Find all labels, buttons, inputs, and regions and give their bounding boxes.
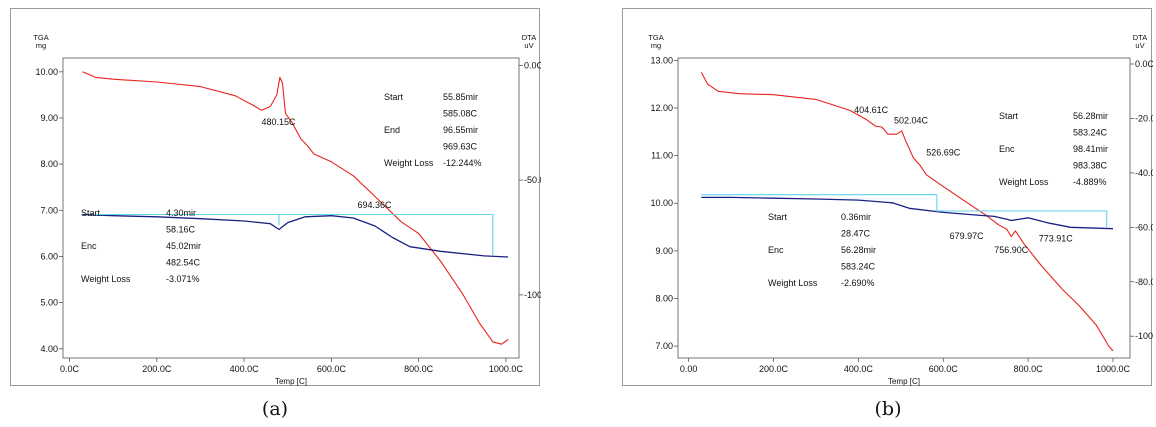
left-tick-label: 12.00 bbox=[650, 103, 673, 113]
plot-frame bbox=[677, 57, 1131, 359]
param-label: Weight Loss bbox=[768, 278, 818, 288]
param-label: Enc bbox=[999, 144, 1015, 154]
right-tick-label: -50.0C bbox=[524, 175, 541, 185]
right-tick-label: -20.0C bbox=[1135, 113, 1153, 123]
left-tick-label: 8.00 bbox=[655, 293, 673, 303]
param-value: 55.85mir bbox=[443, 92, 478, 102]
right-tick-label: -80.0C bbox=[1135, 277, 1153, 287]
param-value: 98.41mir bbox=[1073, 144, 1108, 154]
tga-curve bbox=[700, 72, 1114, 352]
param-label: Weight Loss bbox=[81, 274, 131, 284]
left-tick-label: 5.00 bbox=[40, 298, 58, 308]
param-value: -2.690% bbox=[841, 278, 875, 288]
param-label: End bbox=[384, 125, 400, 135]
param-value: 585.08C bbox=[443, 109, 478, 119]
left-axis-unit: mg bbox=[651, 41, 661, 50]
peak-annotation: 526.69C bbox=[926, 148, 961, 158]
left-axis-title: TGA bbox=[33, 33, 48, 42]
param-value: 583.24C bbox=[1073, 128, 1108, 138]
param-label: Enc bbox=[768, 245, 784, 255]
chart-panel-a: TGA mg 10.00 9.00 8.00 7.00 6.00 5.00 4.00 DTA uV 0… bbox=[10, 8, 541, 386]
param-value: -12.244% bbox=[443, 158, 482, 168]
left-tick-label: 8.00 bbox=[40, 159, 58, 169]
tga-curve bbox=[82, 71, 509, 345]
right-axis-title: DTA bbox=[1133, 33, 1147, 42]
left-tick-label: 4.00 bbox=[40, 344, 58, 354]
param-label: Start bbox=[81, 208, 101, 218]
peak-annotation: 679.97C bbox=[950, 231, 985, 241]
left-tick-label: 7.00 bbox=[655, 341, 673, 351]
right-axis-unit: uV bbox=[1135, 41, 1144, 50]
x-tick-label: 1000.0C bbox=[1096, 364, 1131, 374]
caption-a: (a) bbox=[261, 398, 289, 420]
x-tick-label: 0.00 bbox=[680, 364, 698, 374]
param-value: 482.54C bbox=[166, 258, 201, 268]
right-tick-label: 0.0C bbox=[524, 60, 541, 70]
dta-curve bbox=[82, 213, 509, 258]
x-axis-label: Temp [C] bbox=[275, 377, 307, 386]
param-value: 56.28mir bbox=[1073, 111, 1108, 121]
right-axis-title: DTA bbox=[522, 33, 536, 42]
chart-panel-b: TGA mg 13.00 12.00 11.00 10.00 9.00 8.00 7.00 DTA… bbox=[622, 8, 1153, 386]
right-tick-label: -40.0C bbox=[1135, 168, 1153, 178]
left-tick-label: 7.00 bbox=[40, 205, 58, 215]
right-tick-label: -100.0C bbox=[1135, 331, 1153, 341]
param-value: -4.889% bbox=[1073, 177, 1107, 187]
left-axis-title: TGA bbox=[648, 33, 663, 42]
param-value: 96.55mir bbox=[443, 125, 478, 135]
x-tick-label: 800.0C bbox=[404, 364, 434, 374]
param-value: 28.47C bbox=[841, 229, 871, 239]
x-tick-label: 600.0C bbox=[317, 364, 347, 374]
param-label: Weight Loss bbox=[384, 158, 434, 168]
left-tick-label: 9.00 bbox=[655, 246, 673, 256]
x-tick-label: 200.0C bbox=[759, 364, 789, 374]
x-tick-label: 400.0C bbox=[230, 364, 260, 374]
plot-frame bbox=[62, 57, 520, 359]
peak-annotation: 773.91C bbox=[1039, 233, 1074, 243]
peak-annotation: 480.15C bbox=[262, 117, 297, 127]
param-value: 45.02mir bbox=[166, 241, 201, 251]
param-label: Start bbox=[384, 92, 404, 102]
param-value: 58.16C bbox=[166, 225, 196, 235]
peak-annotation: 756.90C bbox=[994, 245, 1029, 255]
caption-b: (b) bbox=[874, 398, 902, 420]
left-tick-label: 10.00 bbox=[35, 67, 58, 77]
right-tick-label: 0.0C bbox=[1135, 59, 1153, 69]
left-tick-label: 6.00 bbox=[40, 251, 58, 261]
left-tick-label: 10.00 bbox=[650, 198, 673, 208]
param-value: 56.28mir bbox=[841, 245, 876, 255]
param-label: Enc bbox=[81, 241, 97, 251]
param-value: 983.38C bbox=[1073, 161, 1108, 171]
x-tick-label: 400.0C bbox=[844, 364, 874, 374]
x-axis-label: Temp [C] bbox=[888, 377, 920, 386]
param-label: Weight Loss bbox=[999, 177, 1049, 187]
x-tick-label: 1000.0C bbox=[489, 364, 524, 374]
peak-annotation: 404.61C bbox=[854, 105, 889, 115]
left-axis-unit: mg bbox=[36, 41, 46, 50]
left-tick-label: 13.00 bbox=[650, 55, 673, 65]
step-marker-line bbox=[93, 213, 494, 256]
x-tick-label: 600.0C bbox=[929, 364, 959, 374]
right-tick-label: -100.0C bbox=[524, 290, 541, 300]
right-axis-unit: uV bbox=[524, 41, 533, 50]
param-value: 969.63C bbox=[443, 142, 478, 152]
param-label: Start bbox=[768, 212, 788, 222]
x-tick-label: 800.0C bbox=[1014, 364, 1044, 374]
param-value: -3.071% bbox=[166, 274, 200, 284]
param-value: 0.36mir bbox=[841, 212, 871, 222]
peak-annotation: 502.04C bbox=[894, 116, 929, 126]
param-value: 4.30mir bbox=[166, 208, 196, 218]
dta-curve bbox=[701, 196, 1114, 230]
param-value: 583.24C bbox=[841, 262, 876, 272]
left-tick-label: 9.00 bbox=[40, 113, 58, 123]
x-tick-label: 200.0C bbox=[142, 364, 172, 374]
right-tick-label: -60.0C bbox=[1135, 222, 1153, 232]
param-label: Start bbox=[999, 111, 1019, 121]
left-tick-label: 11.00 bbox=[651, 151, 673, 161]
peak-annotation: 694.36C bbox=[358, 200, 393, 210]
step-marker-line bbox=[701, 194, 1108, 228]
x-tick-label: 0.0C bbox=[60, 364, 80, 374]
